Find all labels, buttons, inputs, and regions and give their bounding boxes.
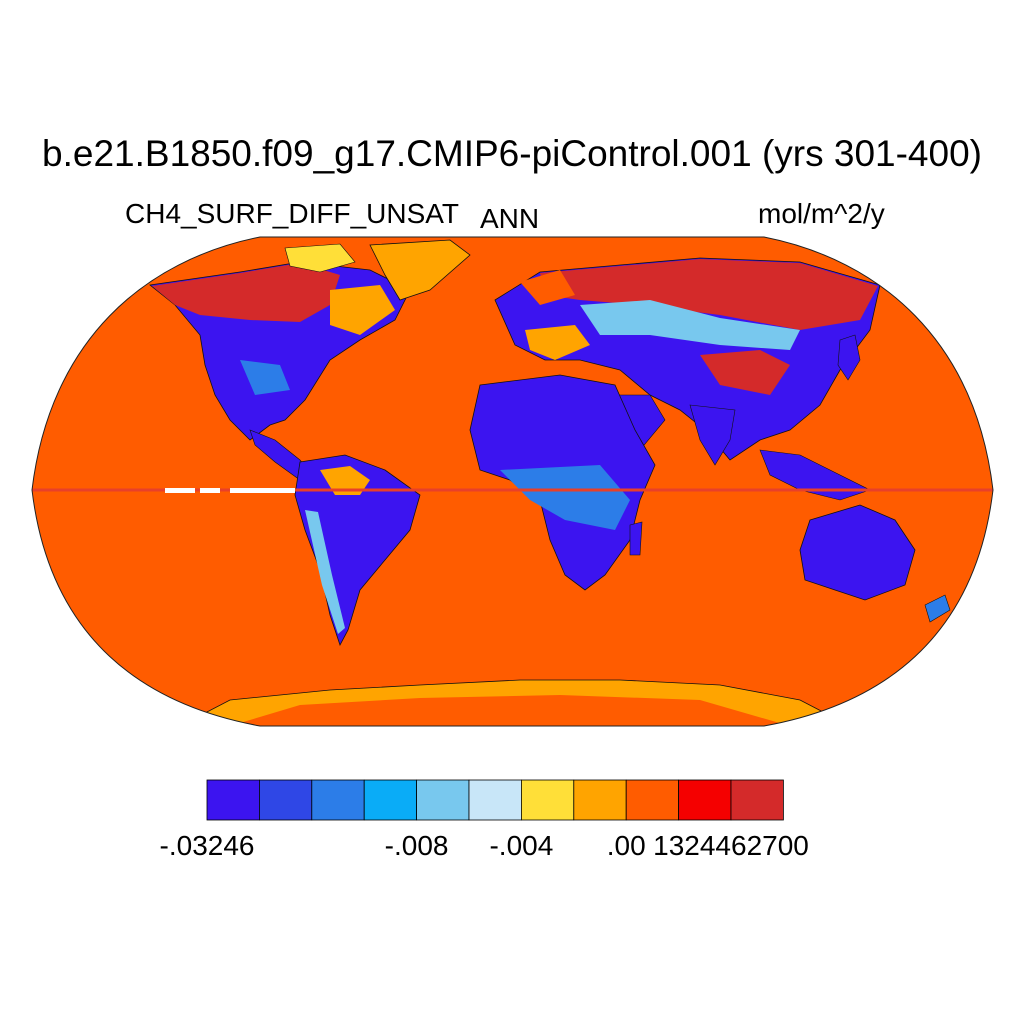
variable-label: CH4_SURF_DIFF_UNSAT: [125, 198, 459, 229]
equator-gap-3: [230, 488, 295, 493]
japan: [837, 334, 861, 381]
colorbar-swatch: [625, 779, 680, 821]
colorbar-swatch: [206, 779, 260, 821]
colorbar-tick-label: -.008: [384, 830, 449, 861]
siberia-red: [540, 259, 878, 330]
new-zealand: [924, 594, 951, 623]
plot-title: b.e21.B1850.f09_g17.CMIP6-piControl.001 …: [42, 133, 982, 174]
colorbar-swatch: [311, 779, 365, 821]
equator-gap-1: [165, 488, 195, 493]
scandinavia-orange: [520, 270, 575, 305]
period-label: ANN: [480, 203, 540, 234]
colorbar-swatch: [678, 779, 732, 821]
mongolia-red: [700, 350, 790, 395]
colorbar-swatch: [573, 779, 627, 821]
colorbar-tick-label: -.004: [489, 830, 554, 861]
india: [689, 404, 736, 466]
units-label: mol/m^2/y: [758, 198, 885, 229]
canada-arctic: [284, 243, 356, 273]
colorbar-swatch: [258, 779, 313, 821]
colorbar-swatch: [730, 779, 784, 821]
equator-gap-2: [200, 488, 220, 493]
florida-patch: [240, 360, 290, 395]
colorbar-tick-label: .00: [606, 830, 646, 861]
madagascar: [629, 521, 643, 556]
colorbar-swatch: [521, 779, 575, 821]
central-asia-mix: [580, 300, 800, 350]
africa-tropics: [500, 465, 630, 530]
greenland: [369, 239, 471, 301]
colorbar-swatch: [468, 779, 522, 821]
southeast-asia-islands: [759, 449, 871, 501]
australia: [799, 504, 916, 601]
colorbar-tick-label: 1324462700: [653, 830, 809, 861]
antarctica-interior: [230, 695, 790, 726]
colorbar-swatch: [416, 779, 470, 821]
map-border: [31, 236, 994, 727]
world-map: [31, 236, 994, 727]
amazon-patch: [320, 466, 370, 495]
north-america-east: [330, 285, 395, 335]
andes-patch: [305, 510, 345, 634]
colorbar-tick-label: -.03246: [159, 830, 255, 861]
colorbar-swatch: [363, 779, 418, 821]
north-america-boreal: [152, 263, 340, 322]
europe-orange: [525, 325, 590, 360]
colorbar: [206, 779, 784, 821]
